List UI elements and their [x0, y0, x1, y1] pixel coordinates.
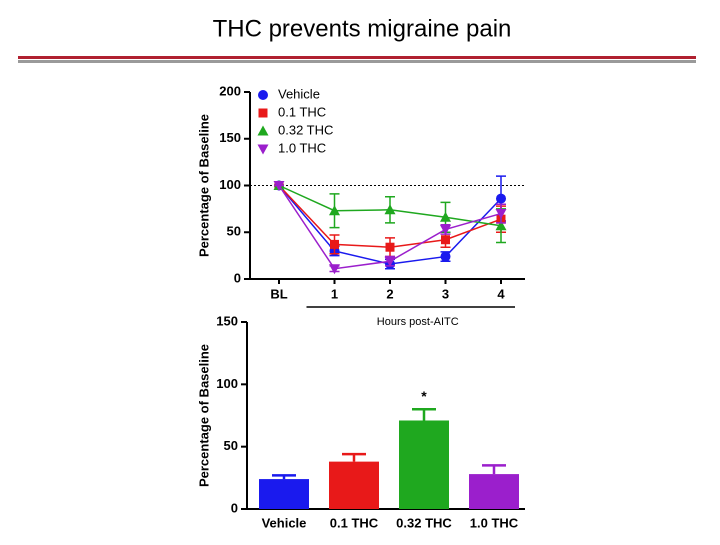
marker [441, 235, 450, 245]
marker [384, 256, 396, 267]
marker [495, 220, 507, 231]
y-tick-label: 100 [216, 376, 238, 391]
error-bar [342, 452, 366, 462]
y-axis-label: Percentage of Baseline [196, 114, 211, 257]
marker [384, 204, 396, 215]
legend-label: Vehicle [278, 86, 320, 101]
legend-marker [258, 90, 268, 100]
legend-marker [258, 108, 268, 118]
x-tick-label: 2 [386, 286, 393, 301]
x-axis-label: Hours post-AITC [377, 316, 459, 328]
legend-label: 0.32 THC [278, 122, 333, 137]
x-tick-label: BL [270, 286, 287, 301]
y-tick-label: 50 [224, 438, 238, 453]
annotation: * [421, 388, 427, 404]
x-tick-label: 1 [331, 286, 338, 301]
error-bar [412, 408, 436, 421]
legend-label: 0.1 THC [278, 104, 326, 119]
y-tick-label: 0 [231, 500, 238, 515]
title-rule [18, 56, 696, 59]
marker [329, 205, 340, 216]
marker [330, 239, 339, 249]
bar [469, 474, 519, 509]
marker [440, 224, 451, 235]
error-bar [272, 474, 296, 480]
legend-marker [257, 144, 269, 155]
legend-marker [257, 125, 269, 136]
y-tick-label: 0 [234, 270, 241, 285]
x-tick-label: 0.32 THC [396, 515, 452, 530]
marker [385, 242, 395, 252]
legend-label: 1.0 THC [278, 140, 326, 155]
x-tick-label: 3 [442, 286, 449, 301]
bar [259, 479, 309, 509]
bar [329, 461, 379, 509]
x-tick-label: 0.1 THC [330, 515, 379, 530]
slide-title: THC prevents migraine pain [213, 15, 512, 42]
x-tick-label: 1.0 THC [470, 515, 519, 530]
bar [399, 420, 449, 509]
marker [329, 264, 340, 275]
y-tick-label: 200 [219, 83, 241, 98]
marker [496, 193, 506, 204]
x-tick-label: Vehicle [262, 515, 307, 530]
marker [273, 181, 285, 191]
y-axis-label: Percentage of Baseline [196, 344, 211, 487]
marker [440, 211, 451, 222]
marker [440, 251, 451, 262]
error-bar [482, 464, 506, 475]
y-tick-label: 100 [219, 177, 241, 192]
marker [495, 209, 507, 220]
y-tick-label: 150 [216, 313, 238, 328]
title-rule [18, 60, 696, 63]
y-tick-label: 50 [227, 224, 241, 239]
x-tick-label: 4 [497, 286, 505, 301]
y-tick-label: 150 [219, 130, 241, 145]
